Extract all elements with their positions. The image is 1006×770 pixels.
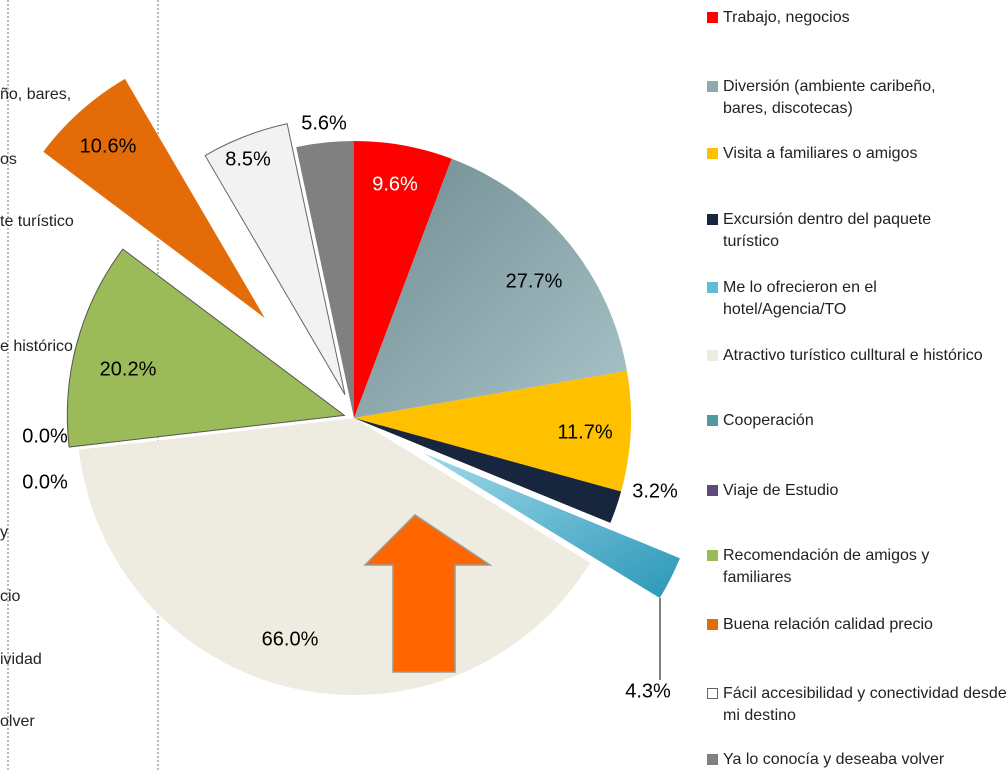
pie-slice xyxy=(423,453,680,599)
clipped-legend-text: os xyxy=(0,151,17,168)
legend-label: Trabajo, negocios xyxy=(723,9,850,26)
pie-slice xyxy=(354,141,452,418)
legend-label: Fácil accesibilidad y conectividad desde… xyxy=(723,685,1006,724)
legend-swatch xyxy=(707,619,718,630)
legend-entry: Ya lo conocía y deseaba volver xyxy=(707,749,1006,770)
legend-swatch xyxy=(707,754,718,765)
legend-entry: Buena relación calidad precio xyxy=(707,614,1003,636)
data-label: 4.3% xyxy=(625,680,671,702)
legend-label: Excursión dentro del paquete turístico xyxy=(723,211,932,250)
legend-entry: Fácil accesibilidad y conectividad desde… xyxy=(707,683,1006,727)
data-label: 5.6% xyxy=(301,112,347,134)
data-label: 9.6% xyxy=(372,173,418,195)
legend-swatch xyxy=(707,12,718,23)
clipped-legend-text: olver xyxy=(0,713,35,730)
legend-label: Diversión (ambiente caribeño, bares, dis… xyxy=(723,78,936,117)
pie-slice xyxy=(43,78,265,318)
legend-entry: Trabajo, negocios xyxy=(707,7,1003,29)
legend-swatch xyxy=(707,148,718,159)
data-label: 0.0% xyxy=(22,425,68,447)
pie-slice xyxy=(354,418,622,523)
pie-slice xyxy=(78,418,591,695)
pie-slice xyxy=(354,370,631,492)
legend-label: Buena relación calidad precio xyxy=(723,616,933,633)
legend-entry: Atractivo turístico culltural e históric… xyxy=(707,345,1003,367)
clipped-legend-text: ño, bares, xyxy=(0,86,71,103)
pie-slice xyxy=(296,141,354,418)
legend-swatch xyxy=(707,350,718,361)
data-label: 66.0% xyxy=(262,628,319,650)
legend-entry: Cooperación xyxy=(707,410,1003,432)
legend-entry: Viaje de Estudio xyxy=(707,480,1003,502)
pie-slice xyxy=(204,123,346,395)
legend-entry: Recomendación de amigos y familiares xyxy=(707,545,963,589)
legend-swatch xyxy=(707,415,718,426)
legend-swatch xyxy=(707,550,718,561)
legend-label: Recomendación de amigos y familiares xyxy=(723,547,930,586)
legend-label: Me lo ofrecieron en el hotel/Agencia/TO xyxy=(723,279,877,318)
data-label: 27.7% xyxy=(506,270,563,292)
legend-label: Cooperación xyxy=(723,412,814,429)
clipped-legend-text: y xyxy=(0,524,8,541)
data-label: 0.0% xyxy=(22,471,68,493)
legend-swatch xyxy=(707,485,718,496)
legend-label: Visita a familiares o amigos xyxy=(723,145,918,162)
clipped-legend-text: e histórico xyxy=(0,338,73,355)
legend-label: Viaje de Estudio xyxy=(723,482,839,499)
pie-slice xyxy=(354,158,627,419)
legend-swatch xyxy=(707,282,718,293)
legend-entry: Excursión dentro del paquete turístico xyxy=(707,209,973,253)
legend-swatch xyxy=(707,688,718,699)
arrow xyxy=(363,514,493,673)
data-label: 10.6% xyxy=(80,135,137,157)
clipped-legend-text: ividad xyxy=(0,651,42,668)
legend-entry: Visita a familiares o amigos xyxy=(707,143,1003,165)
pie-slice xyxy=(66,248,346,448)
legend-label: Ya lo conocía y deseaba volver xyxy=(723,751,945,768)
legend-entry: Diversión (ambiente caribeño, bares, dis… xyxy=(707,76,983,120)
clipped-legend-text: te turístico xyxy=(0,213,74,230)
legend-entry: Me lo ofrecieron en el hotel/Agencia/TO xyxy=(707,277,973,321)
data-label: 20.2% xyxy=(100,358,157,380)
clipped-legend-text: cio xyxy=(0,588,21,605)
legend-swatch xyxy=(707,81,718,92)
data-label: 8.5% xyxy=(225,148,271,170)
data-label: 11.7% xyxy=(557,421,612,443)
data-label: 3.2% xyxy=(632,480,678,502)
legend-swatch xyxy=(707,214,718,225)
legend-label: Atractivo turístico culltural e históric… xyxy=(723,347,983,364)
